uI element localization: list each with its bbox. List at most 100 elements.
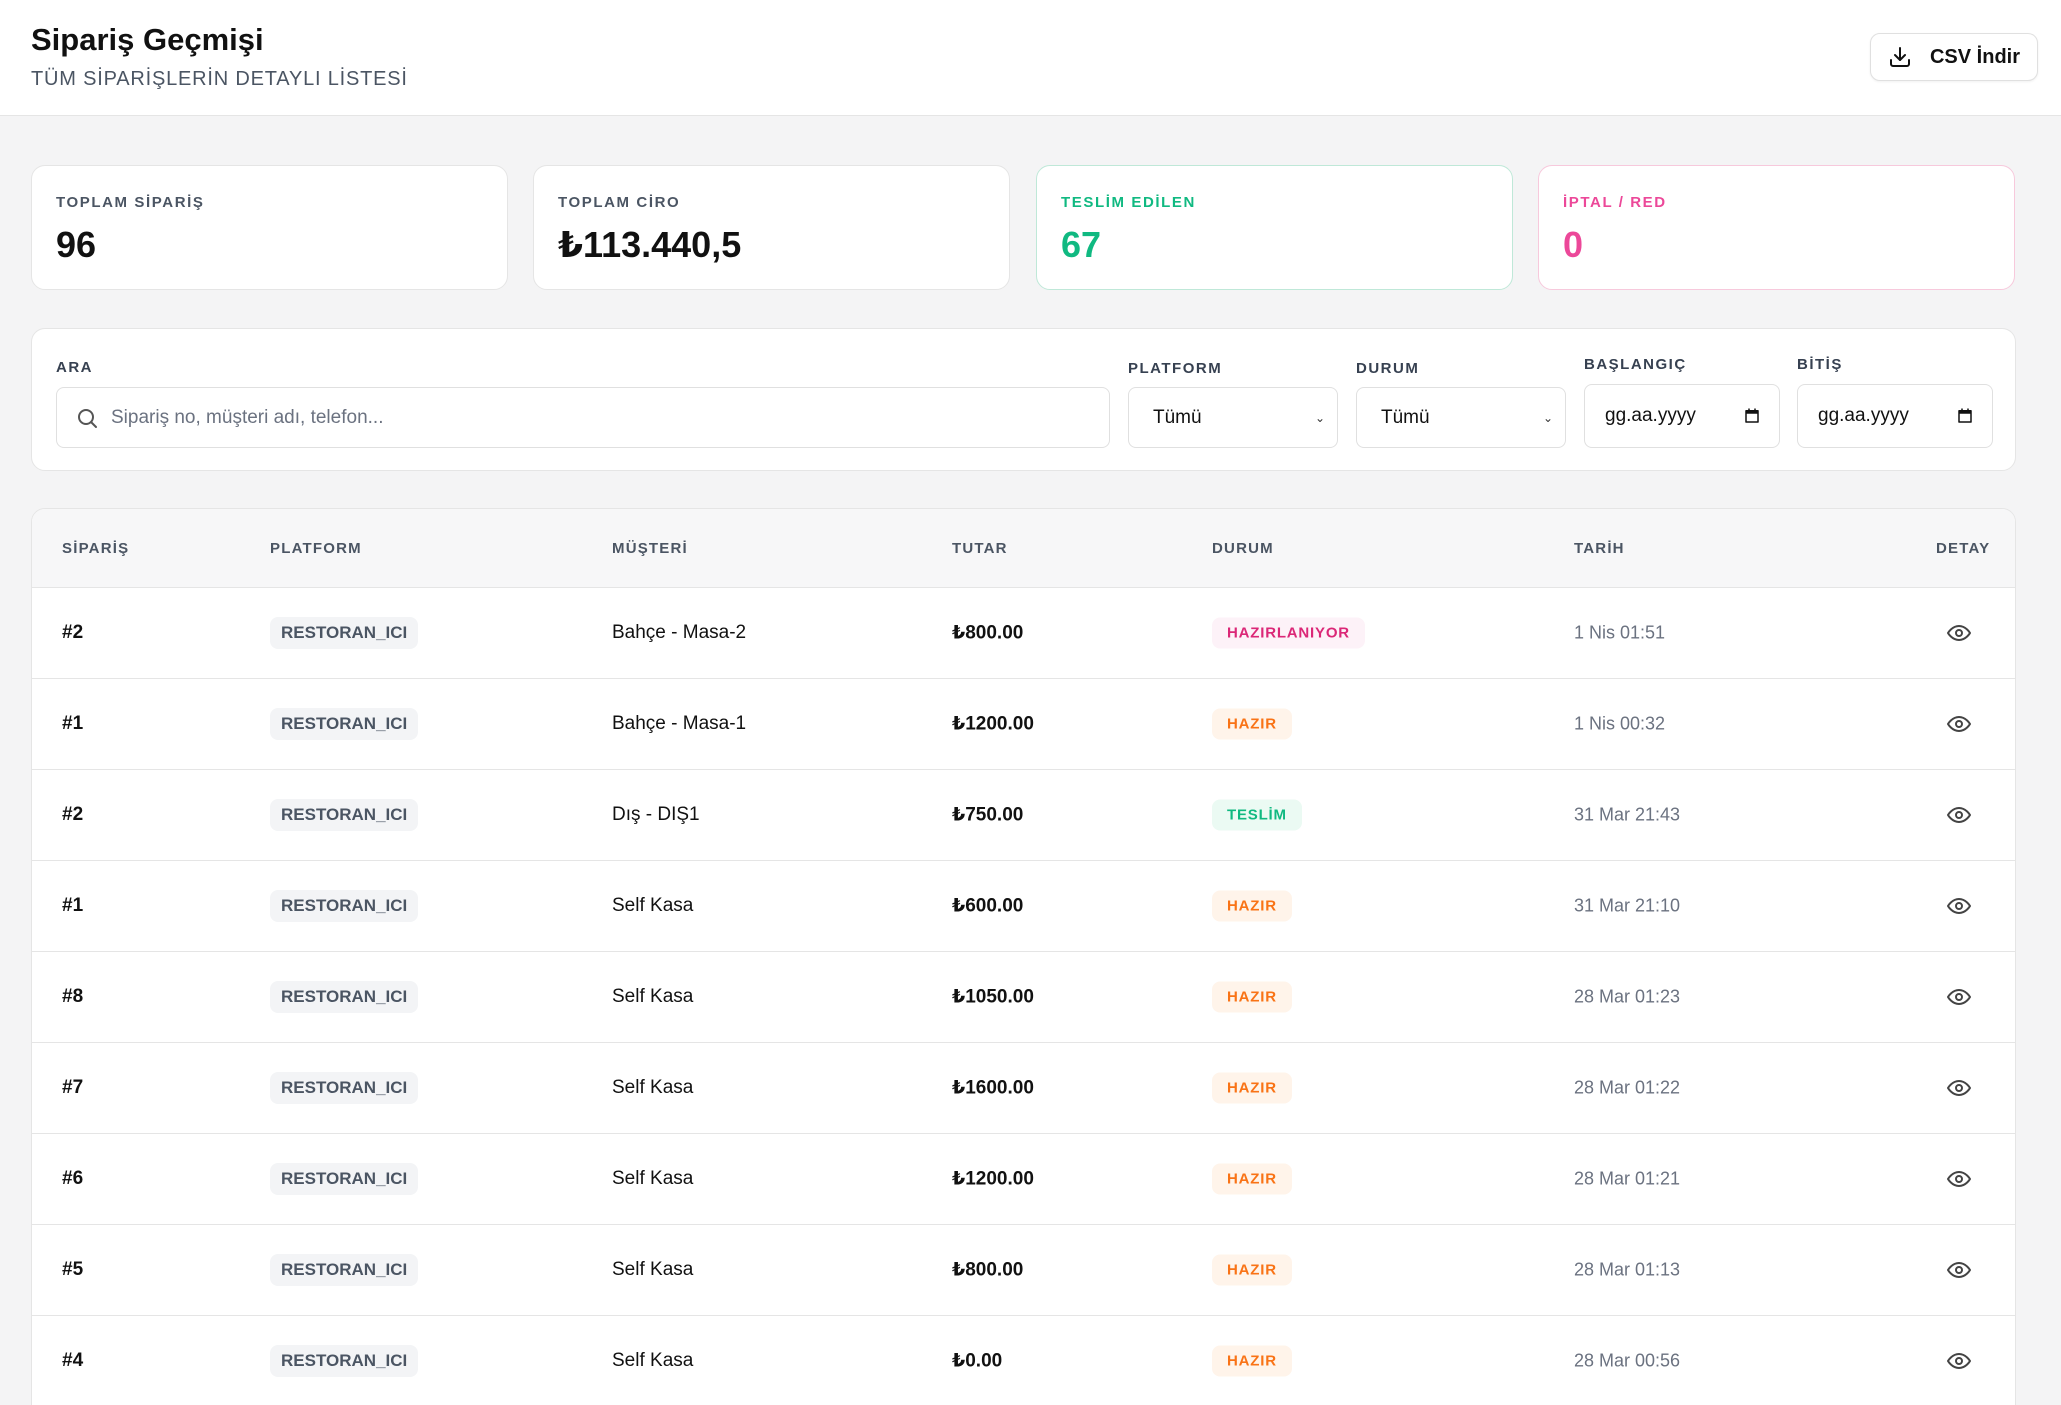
view-detail-button[interactable] [1947,1349,1971,1373]
search-field[interactable] [56,387,1110,448]
eye-icon [1947,1353,1971,1369]
customer-name: Self Kasa [612,1168,694,1189]
eye-icon [1947,625,1971,641]
eye-icon [1947,716,1971,732]
chevron-down-icon: ⌄ [1542,410,1553,425]
status-select-value: Tümü [1381,406,1430,428]
column-header-detail: DETAY [1936,540,1991,557]
view-detail-button[interactable] [1947,1167,1971,1191]
table-row[interactable]: #2 RESTORAN_ICI Dış - DIŞ1 ₺750.00 TESLİM 31 … [32,770,2015,861]
status-badge: HAZIRLANIYOR [1212,617,1365,649]
view-detail-button[interactable] [1947,712,1971,736]
column-header-status: DURUM [1212,540,1274,557]
stat-card-total-revenue: TOPLAM CİRO ₺113.440,5 [533,165,1010,290]
platform-tag: RESTORAN_ICI [270,1163,419,1195]
search-input[interactable] [111,406,1109,429]
column-header-amount: TUTAR [952,540,1008,557]
search-label: ARA [56,359,93,376]
platform-tag: RESTORAN_ICI [270,981,419,1013]
platform-select[interactable]: Tümü ⌄ [1128,387,1338,448]
view-detail-button[interactable] [1947,803,1971,827]
platform-tag: RESTORAN_ICI [270,1072,419,1104]
customer-name: Self Kasa [612,986,694,1007]
status-badge: HAZIR [1212,890,1292,922]
table-row[interactable]: #7 RESTORAN_ICI Self Kasa ₺1600.00 HAZIR 28 M… [32,1043,2015,1134]
status-badge: HAZIR [1212,1072,1292,1104]
eye-icon [1947,1080,1971,1096]
order-amount: ₺1600.00 [952,1077,1034,1099]
platform-tag: RESTORAN_ICI [270,890,419,922]
orders-table: SİPARİŞ PLATFORM MÜŞTERİ TUTAR DURUM TAR… [31,508,2016,1405]
order-number: #2 [62,804,84,825]
status-badge: TESLİM [1212,799,1302,831]
order-date: 28 Mar 00:56 [1574,1350,1681,1371]
order-number: #8 [62,986,84,1007]
order-number: #7 [62,1077,84,1098]
platform-select-value: Tümü [1153,406,1202,428]
stat-card-delivered: TESLİM EDİLEN 67 [1036,165,1513,290]
platform-tag: RESTORAN_ICI [270,799,419,831]
column-header-customer: MÜŞTERİ [612,540,688,557]
status-select[interactable]: Tümü ⌄ [1356,387,1566,448]
customer-name: Self Kasa [612,1259,694,1280]
order-date: 28 Mar 01:21 [1574,1168,1681,1189]
customer-name: Self Kasa [612,1350,694,1371]
order-date: 1 Nis 00:32 [1574,713,1666,734]
start-date-label: BAŞLANGIÇ [1584,356,1687,373]
view-detail-button[interactable] [1947,1076,1971,1100]
order-amount: ₺1200.00 [952,1168,1034,1190]
view-detail-button[interactable] [1947,985,1971,1009]
customer-name: Self Kasa [612,1077,694,1098]
stat-card-cancelled: İPTAL / RED 0 [1538,165,2015,290]
view-detail-button[interactable] [1947,894,1971,918]
order-number: #6 [62,1168,84,1189]
calendar-icon[interactable] [1743,407,1761,425]
order-date: 1 Nis 01:51 [1574,622,1666,643]
csv-download-button[interactable]: CSV İndir [1870,33,2038,81]
stat-value: 96 [56,224,97,265]
download-icon [1889,47,1910,67]
view-detail-button[interactable] [1947,621,1971,645]
table-row[interactable]: #5 RESTORAN_ICI Self Kasa ₺800.00 HAZIR 28 Ma… [32,1225,2015,1316]
eye-icon [1947,989,1971,1005]
stat-value: 67 [1061,224,1102,265]
status-badge: HAZIR [1212,981,1292,1013]
eye-icon [1947,807,1971,823]
table-row[interactable]: #4 RESTORAN_ICI Self Kasa ₺0.00 HAZIR 28 Mar … [32,1316,2015,1405]
order-number: #1 [62,895,84,916]
top-header: Sipariş Geçmişi TÜM SİPARİŞLERİN DETAYLI… [0,0,2061,116]
status-badge: HAZIR [1212,1163,1292,1195]
stat-value: 0 [1563,224,1584,265]
customer-name: Self Kasa [612,895,694,916]
table-row[interactable]: #1 RESTORAN_ICI Bahçe - Masa-1 ₺1200.00 HAZI… [32,679,2015,770]
order-amount: ₺600.00 [952,895,1024,917]
table-row[interactable]: #2 RESTORAN_ICI Bahçe - Masa-2 ₺800.00 HAZIR… [32,588,2015,679]
order-amount: ₺800.00 [952,622,1024,644]
status-badge: HAZIR [1212,1345,1292,1377]
order-date: 28 Mar 01:13 [1574,1259,1681,1280]
page-subtitle: TÜM SİPARİŞLERİN DETAYLI LİSTESİ [31,68,408,90]
order-date: 31 Mar 21:10 [1574,895,1681,916]
end-date-value: gg.aa.yyyy [1818,405,1909,426]
table-row[interactable]: #8 RESTORAN_ICI Self Kasa ₺1050.00 HAZIR 28 M… [32,952,2015,1043]
start-date-value: gg.aa.yyyy [1605,405,1696,426]
stat-label: TOPLAM SİPARİŞ [56,194,205,211]
order-number: #4 [62,1350,84,1371]
platform-tag: RESTORAN_ICI [270,1254,419,1286]
start-date-input[interactable]: gg.aa.yyyy [1584,384,1780,448]
end-date-input[interactable]: gg.aa.yyyy [1797,384,1993,448]
table-row[interactable]: #6 RESTORAN_ICI Self Kasa ₺1200.00 HAZIR 28 M… [32,1134,2015,1225]
status-badge: HAZIR [1212,1254,1292,1286]
view-detail-button[interactable] [1947,1258,1971,1282]
order-number: #5 [62,1259,84,1280]
platform-label: PLATFORM [1128,360,1223,377]
eye-icon [1947,1262,1971,1278]
calendar-icon[interactable] [1956,407,1974,425]
status-label: DURUM [1356,360,1420,377]
table-row[interactable]: #1 RESTORAN_ICI Self Kasa ₺600.00 HAZIR 31 Ma… [32,861,2015,952]
csv-download-label: CSV İndir [1929,45,2020,68]
page-title: Sipariş Geçmişi [31,22,264,57]
column-header-platform: PLATFORM [270,540,362,557]
end-date-label: BİTİŞ [1797,356,1843,373]
chevron-down-icon: ⌄ [1314,410,1325,425]
